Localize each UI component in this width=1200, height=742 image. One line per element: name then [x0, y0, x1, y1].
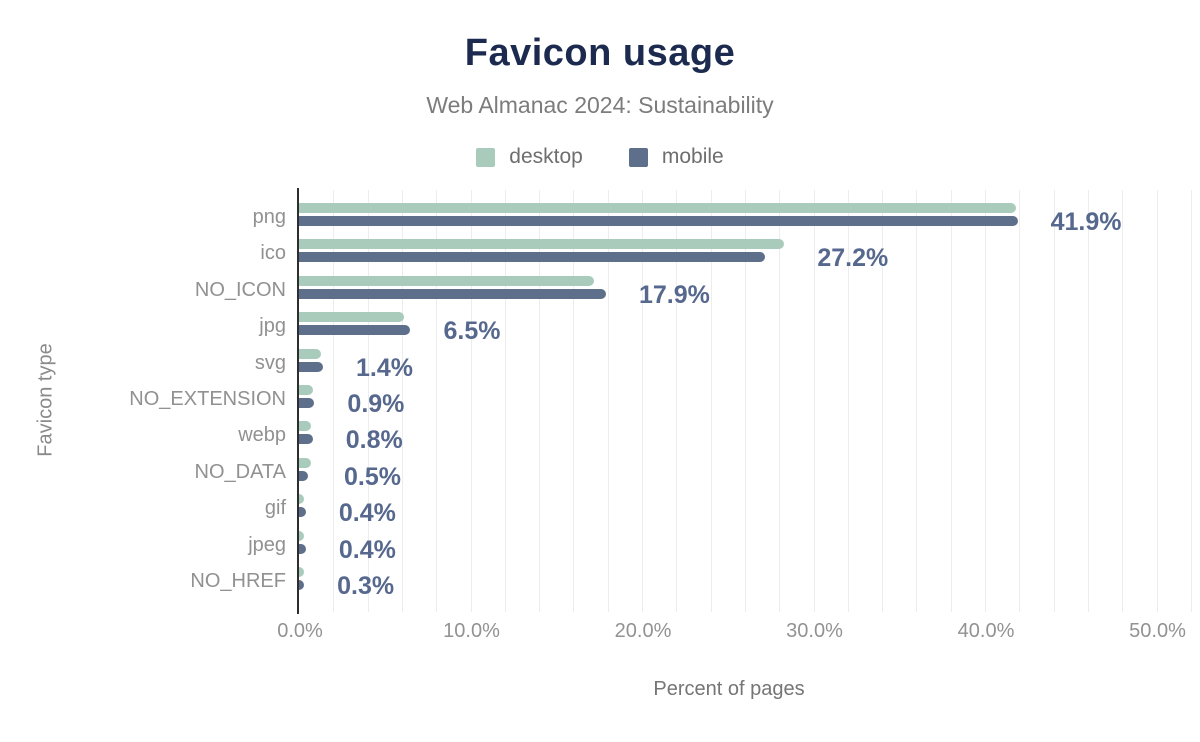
category-label-svg: svg: [254, 351, 286, 374]
x-tick-label-10.0%: 10.0%: [443, 620, 500, 642]
x-tick-label-0.0%: 0.0%: [277, 620, 323, 642]
gridline: [1122, 190, 1124, 612]
bar-desktop-jpg[interactable]: [299, 312, 404, 323]
chart-subtitle: Web Almanac 2024: Sustainability: [426, 92, 774, 118]
gridline: [367, 190, 369, 612]
value-label-NO_ICON: 17.9%: [638, 280, 710, 309]
gridline: [847, 190, 849, 612]
category-label-NO_DATA: NO_DATA: [194, 460, 287, 483]
bar-mobile-png[interactable]: [299, 216, 1018, 226]
category-label-NO_HREF: NO_HREF: [190, 570, 286, 592]
value-label-jpeg: 0.4%: [338, 535, 396, 564]
bar-mobile-ico[interactable]: [299, 252, 766, 263]
gridline: [436, 190, 438, 612]
category-label-png: png: [252, 206, 286, 228]
bar-desktop-png[interactable]: [299, 203, 1016, 213]
legend-item-desktop[interactable]: desktop: [476, 145, 583, 169]
bar-mobile-jpg[interactable]: [299, 325, 411, 336]
x-tick-label-40.0%: 40.0%: [957, 620, 1015, 642]
value-label-gif: 0.4%: [338, 499, 396, 528]
category-label-NO_EXTENSION: NO_EXTENSION: [129, 388, 286, 410]
bar-mobile-NO_DATA[interactable]: [299, 470, 308, 481]
gridline: [916, 190, 918, 612]
gridline: [1053, 190, 1055, 612]
legend-item-mobile[interactable]: mobile: [628, 145, 724, 169]
bar-desktop-jpeg[interactable]: [299, 530, 305, 541]
gridline: [1087, 190, 1089, 612]
plot-area: [299, 190, 1199, 612]
gridline: [504, 190, 506, 612]
gridline: [676, 190, 678, 612]
category-label-ico: ico: [260, 242, 286, 265]
category-label-gif: gif: [264, 497, 286, 520]
legend: desktop mobile: [0, 144, 1200, 170]
value-label-jpg: 6.5%: [443, 317, 501, 346]
mobile-swatch-icon: [628, 147, 648, 167]
category-label-webp: webp: [238, 424, 286, 447]
gridline: [744, 190, 746, 612]
gridline: [607, 190, 609, 612]
gridline: [333, 190, 335, 612]
desktop-swatch-icon: [476, 147, 496, 167]
gridline: [779, 190, 781, 612]
bar-desktop-webp[interactable]: [299, 421, 311, 432]
bar-mobile-NO_EXTENSION[interactable]: [299, 398, 315, 408]
gridline: [813, 190, 815, 612]
gridline: [539, 190, 541, 612]
x-axis-title: Percent of pages: [653, 678, 805, 700]
gridline: [401, 190, 403, 612]
value-label-png: 41.9%: [1050, 208, 1122, 236]
gridline: [710, 190, 712, 612]
gridline: [1019, 190, 1021, 612]
category-label-jpg: jpg: [259, 315, 286, 338]
value-label-webp: 0.8%: [345, 426, 403, 455]
value-label-ico: 27.2%: [817, 244, 889, 273]
gridline: [573, 190, 575, 612]
bar-mobile-NO_ICON[interactable]: [299, 288, 606, 299]
bar-mobile-svg[interactable]: [299, 361, 323, 372]
bar-mobile-jpeg[interactable]: [299, 543, 306, 554]
gridline: [882, 190, 884, 612]
bar-mobile-webp[interactable]: [299, 434, 313, 445]
bar-desktop-svg[interactable]: [299, 348, 322, 359]
gridline: [470, 190, 472, 612]
y-axis-line: [297, 188, 299, 614]
bar-desktop-NO_EXTENSION[interactable]: [299, 385, 313, 395]
bar-desktop-NO_ICON[interactable]: [299, 275, 594, 286]
gridline: [950, 190, 952, 612]
gridline: [642, 190, 643, 612]
value-label-NO_HREF: 0.3%: [337, 572, 395, 600]
bar-mobile-NO_HREF[interactable]: [299, 580, 305, 590]
gridline: [1190, 190, 1192, 612]
x-tick-label-50.0%: 50.0%: [1129, 620, 1186, 642]
bar-desktop-NO_DATA[interactable]: [299, 457, 311, 468]
bar-desktop-NO_HREF[interactable]: [299, 567, 304, 577]
gridline: [985, 190, 986, 612]
legend-label-desktop: desktop: [509, 145, 583, 168]
category-label-jpeg: jpeg: [248, 533, 286, 556]
category-label-NO_ICON: NO_ICON: [194, 278, 286, 301]
chart-title: Favicon usage: [464, 32, 736, 74]
gridline: [1156, 190, 1158, 612]
value-label-svg: 1.4%: [356, 353, 413, 382]
x-tick-label-30.0%: 30.0%: [786, 620, 843, 642]
legend-label-mobile: mobile: [661, 145, 724, 168]
x-tick-label-20.0%: 20.0%: [614, 620, 672, 642]
value-label-NO_EXTENSION: 0.9%: [347, 390, 405, 418]
bar-desktop-ico[interactable]: [299, 239, 785, 250]
value-label-NO_DATA: 0.5%: [344, 462, 401, 491]
bar-desktop-gif[interactable]: [299, 494, 305, 505]
bar-mobile-gif[interactable]: [299, 507, 306, 518]
